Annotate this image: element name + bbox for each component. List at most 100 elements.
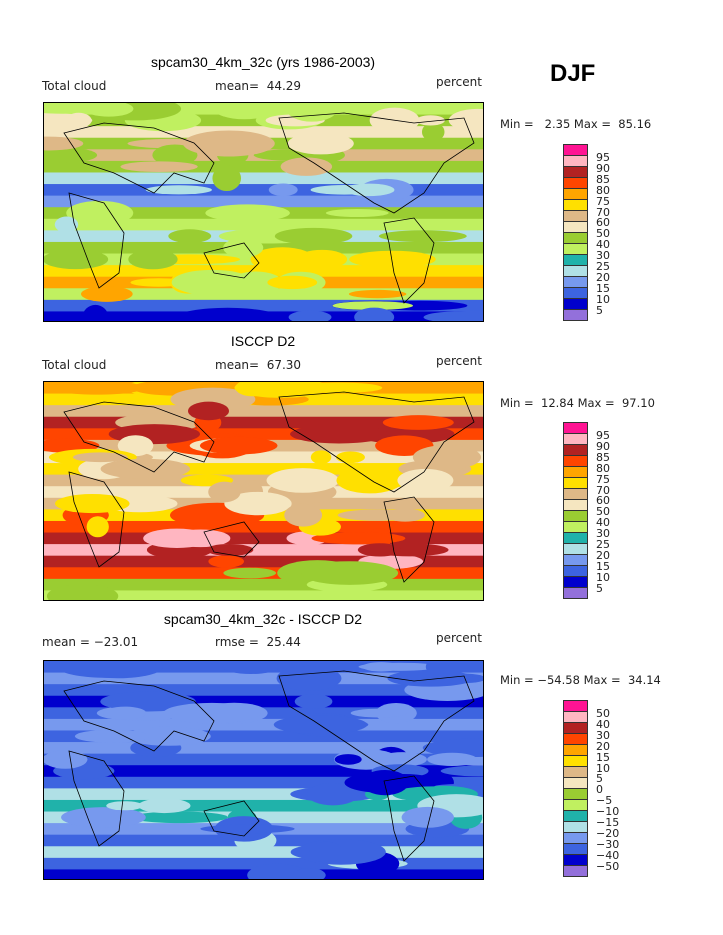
contour-patch: [427, 752, 478, 767]
contour-patch: [208, 481, 241, 503]
coastline: [203, 521, 260, 558]
contour-patch: [336, 467, 403, 494]
colorbar-level-label: 90: [596, 161, 610, 175]
contour-patch: [44, 750, 88, 769]
colorbar-level-label: 50: [596, 707, 610, 720]
contour-patch: [44, 147, 98, 163]
contour-patch: [182, 130, 275, 157]
contour-map: [43, 381, 484, 601]
contour-patch: [309, 841, 344, 863]
contour-patch: [337, 509, 418, 521]
colorbar-level-label: 50: [596, 227, 610, 241]
contour-patch: [310, 450, 332, 465]
contour-band: [44, 520, 483, 534]
contour-patch: [397, 468, 454, 493]
contour-patch: [212, 165, 242, 192]
contour-patch: [199, 436, 278, 455]
contour-patch: [224, 491, 292, 516]
season-label: DJF: [550, 60, 596, 87]
units-label: percent: [436, 354, 482, 368]
colorbar-level-label: 80: [596, 183, 610, 197]
colorbar-level-label: −10: [596, 805, 620, 819]
coastline: [63, 401, 215, 473]
contour-patch: [100, 458, 191, 479]
contour-patch: [343, 183, 395, 197]
colorbar-level-label: 85: [596, 450, 610, 464]
contour-patch: [307, 782, 359, 806]
contour-patch: [382, 415, 454, 430]
contour-patch: [84, 103, 134, 117]
colorbar-level-label: 40: [596, 516, 610, 530]
colorbar-level-label: 70: [596, 205, 610, 219]
contour-patch: [81, 286, 133, 302]
colorbar-level-label: 70: [596, 483, 610, 497]
contour-band: [44, 742, 483, 755]
contour-patch: [401, 806, 454, 828]
contour-patch: [120, 161, 198, 173]
contour-band: [44, 218, 483, 232]
contour-patch: [235, 382, 269, 397]
contour-patch: [134, 497, 165, 510]
panel-stat-label: rmse = 25.44: [215, 635, 301, 649]
colorbar-level-label: 85: [596, 172, 610, 186]
contour-patch: [57, 661, 157, 678]
colorbar-level-label: 30: [596, 527, 610, 541]
panel-title: spcam30_4km_32c - ISCCP D2: [163, 611, 363, 627]
contour-patch: [278, 251, 306, 268]
coastline: [278, 112, 475, 214]
contour-patch: [145, 185, 212, 195]
colorbar: [563, 422, 588, 599]
colorbar-level-label: 20: [596, 270, 610, 284]
panel-title: ISCCP D2: [230, 333, 296, 349]
colorbar-level-label: 90: [596, 439, 610, 453]
contour-patch: [288, 310, 332, 321]
contour-patch: [348, 289, 407, 299]
contour-patch: [152, 144, 198, 166]
colorbar-level-label: 10: [596, 570, 610, 584]
contour-patch: [143, 528, 211, 549]
colorbar-swatch: [563, 587, 588, 599]
coastline: [68, 192, 125, 289]
contour-map: [43, 102, 484, 322]
contour-band: [44, 184, 483, 197]
contour-patch: [65, 112, 92, 128]
colorbar-level-label: −30: [596, 837, 620, 851]
panel-title: spcam30_4km_32c (yrs 1986-2003): [150, 54, 376, 70]
colorbar-level-label: 10: [596, 761, 610, 775]
contour-patch: [208, 555, 245, 568]
contour-patch: [325, 208, 389, 218]
contour-patch: [287, 132, 354, 155]
contour-patch: [286, 103, 338, 122]
contour-patch: [273, 715, 368, 735]
colorbar-level-label: 75: [596, 472, 610, 486]
coastline: [63, 122, 215, 194]
contour-band: [44, 532, 483, 546]
contour-patch: [86, 516, 109, 538]
contour-patch: [296, 249, 348, 269]
contour-patch: [213, 103, 276, 120]
colorbar-level-label: 50: [596, 505, 610, 519]
coastline: [68, 471, 125, 568]
contour-patch: [128, 249, 178, 270]
contour-patch: [205, 204, 290, 222]
coastline: [203, 242, 260, 279]
min-max-label: Min = −54.58 Max = 34.14: [500, 673, 661, 687]
colorbar-level-label: −50: [596, 859, 620, 873]
contour-patch: [54, 216, 79, 233]
units-label: percent: [436, 631, 482, 645]
contour-patch: [412, 445, 482, 470]
contour-patch: [223, 567, 277, 579]
contour-patch: [378, 230, 467, 243]
colorbar-level-label: 95: [596, 151, 610, 164]
coastline: [383, 496, 435, 583]
colorbar: [563, 700, 588, 877]
contour-band: [44, 672, 483, 686]
contour-patch: [163, 702, 261, 724]
contour-patch: [168, 229, 212, 244]
contour-patch: [421, 122, 445, 142]
colorbar-level-label: 15: [596, 750, 610, 764]
colorbar-level-label: 75: [596, 194, 610, 208]
contour-band: [44, 590, 483, 600]
colorbar-level-label: 30: [596, 728, 610, 742]
colorbar-level-label: 0: [596, 783, 603, 797]
